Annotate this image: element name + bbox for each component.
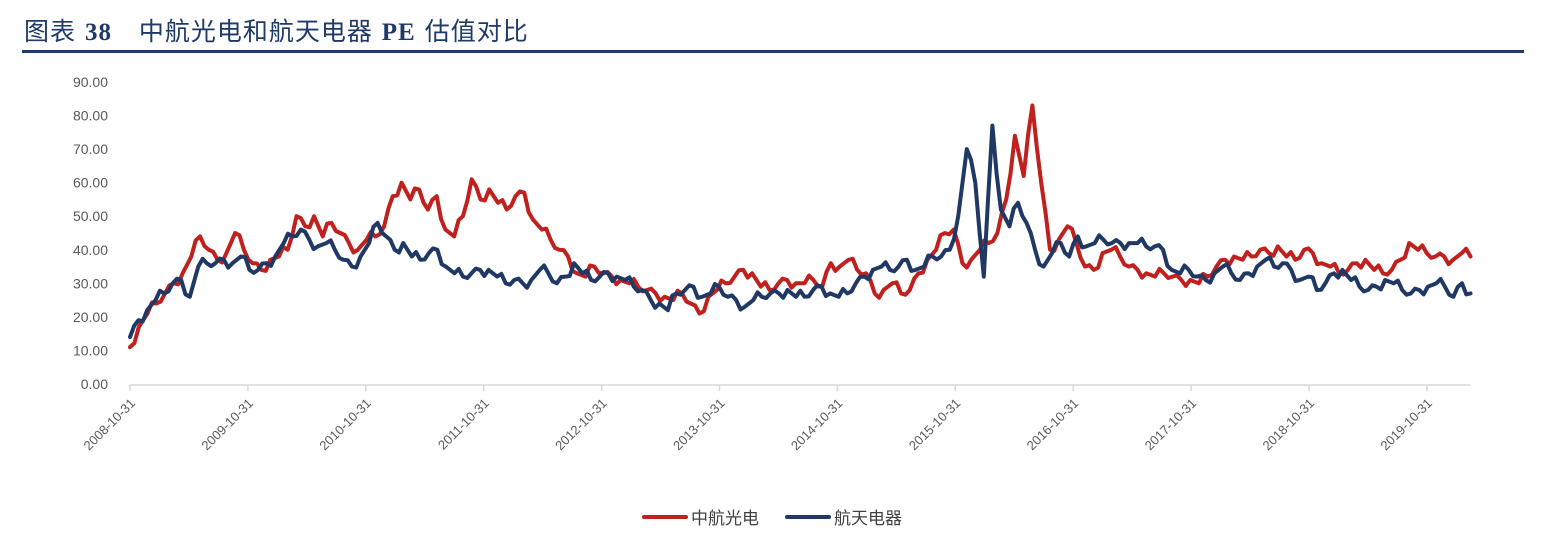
figure-title: 图表 38 中航光电和航天电器 PE 估值对比 — [24, 12, 529, 48]
line-chart: 0.00 10.00 20.00 30.00 40.00 50.00 60.00 70.00 8… — [73, 74, 1473, 454]
series-line-hangtian — [128, 123, 1473, 339]
x-tick-label: 2009-10-31 — [198, 396, 256, 454]
x-axis: 2008-10-31 2009-10-31 2010-10-31 2011-10-31… — [80, 384, 1471, 454]
figure-title-pe: PE — [381, 19, 416, 46]
title-rule — [22, 50, 1524, 53]
figure-title-suffix: 估值对比 — [424, 17, 529, 46]
x-tick-label: 2011-10-31 — [435, 396, 492, 453]
x-tick-label: 2017-10-31 — [1142, 396, 1200, 454]
figure-number: 38 — [84, 19, 112, 46]
legend-item-hangtian: 航天电器 — [785, 504, 902, 529]
legend: 中航光电 航天电器 — [0, 504, 1544, 529]
figure-title-cn: 中航光电和航天电器 — [138, 17, 373, 46]
series-line-zhonghang — [128, 103, 1473, 350]
legend-swatch-red — [642, 514, 688, 519]
x-tick-label: 2010-10-31 — [316, 396, 374, 454]
y-tick-label: 60.00 — [73, 175, 108, 191]
plot-area — [128, 103, 1473, 350]
y-axis: 0.00 10.00 20.00 30.00 40.00 50.00 60.00 70.00 8… — [73, 74, 108, 392]
y-tick-label: 10.00 — [73, 342, 108, 358]
legend-swatch-navy — [785, 514, 831, 519]
y-tick-label: 30.00 — [73, 275, 108, 291]
y-tick-label: 50.00 — [73, 208, 108, 224]
y-tick-label: 70.00 — [73, 141, 108, 157]
y-tick-label: 90.00 — [73, 74, 108, 90]
x-tick-label: 2019-10-31 — [1377, 396, 1435, 454]
x-tick-label: 2012-10-31 — [552, 396, 610, 454]
y-tick-label: 20.00 — [73, 309, 108, 325]
x-tick-label: 2015-10-31 — [906, 396, 964, 454]
x-tick-label: 2008-10-31 — [80, 396, 138, 454]
x-tick-label: 2013-10-31 — [670, 396, 728, 454]
x-tick-label: 2018-10-31 — [1259, 396, 1317, 454]
legend-item-zhonghang: 中航光电 — [642, 504, 759, 529]
y-tick-label: 0.00 — [81, 376, 108, 392]
legend-label: 航天电器 — [834, 509, 902, 529]
y-tick-label: 40.00 — [73, 242, 108, 258]
legend-label: 中航光电 — [691, 509, 759, 529]
y-tick-label: 80.00 — [73, 108, 108, 124]
figure-prefix: 图表 — [24, 17, 77, 46]
x-tick-label: 2016-10-31 — [1024, 396, 1082, 454]
x-tick-label: 2014-10-31 — [788, 396, 846, 454]
